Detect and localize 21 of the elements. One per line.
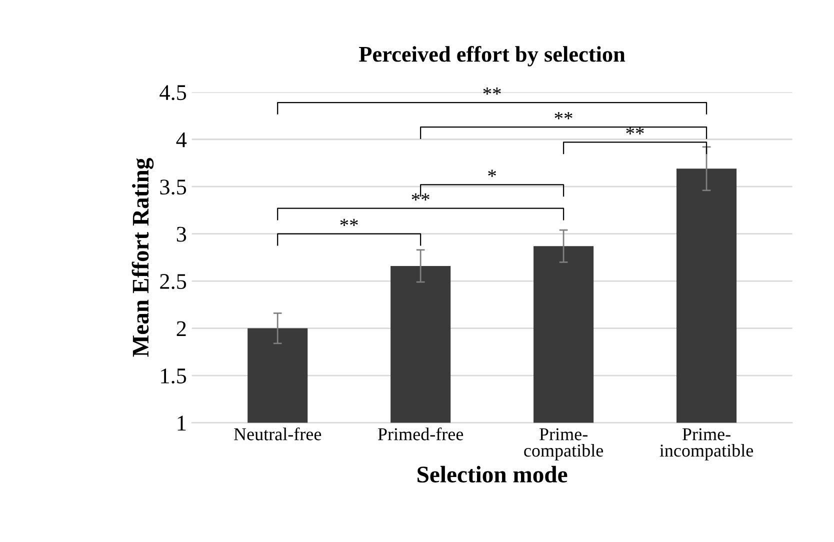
y-tick-label: 1: [178, 416, 186, 430]
y-tick-label: 2.5: [160, 274, 186, 290]
annotation: **: [412, 193, 430, 200]
x-tick-label: Prime- incompatible: [660, 428, 754, 460]
y-tick-label: 1.5: [161, 368, 186, 384]
x-tick-label: Neutral-free: [234, 427, 322, 440]
y-tick-label: 4.5: [160, 85, 186, 100]
y-tick-label: 3: [176, 226, 186, 242]
x-tick-label: Prime- compatible: [524, 428, 604, 460]
annotation: *: [488, 170, 496, 177]
y-axis-title: Mean Effort Rating: [132, 158, 154, 357]
annotation: **: [483, 88, 501, 95]
y-tick-label: 4: [176, 132, 187, 148]
y-tick-label: 2: [176, 321, 186, 336]
x-tick-label: Primed-free: [378, 427, 464, 440]
annotation: **: [626, 127, 644, 134]
annotation: **: [554, 112, 572, 120]
y-tick-label: 3.5: [160, 180, 186, 195]
chart-title: Perceived effort by selection: [359, 46, 626, 66]
annotation: **: [340, 218, 358, 226]
x-axis-title: Selection mode: [418, 466, 568, 483]
